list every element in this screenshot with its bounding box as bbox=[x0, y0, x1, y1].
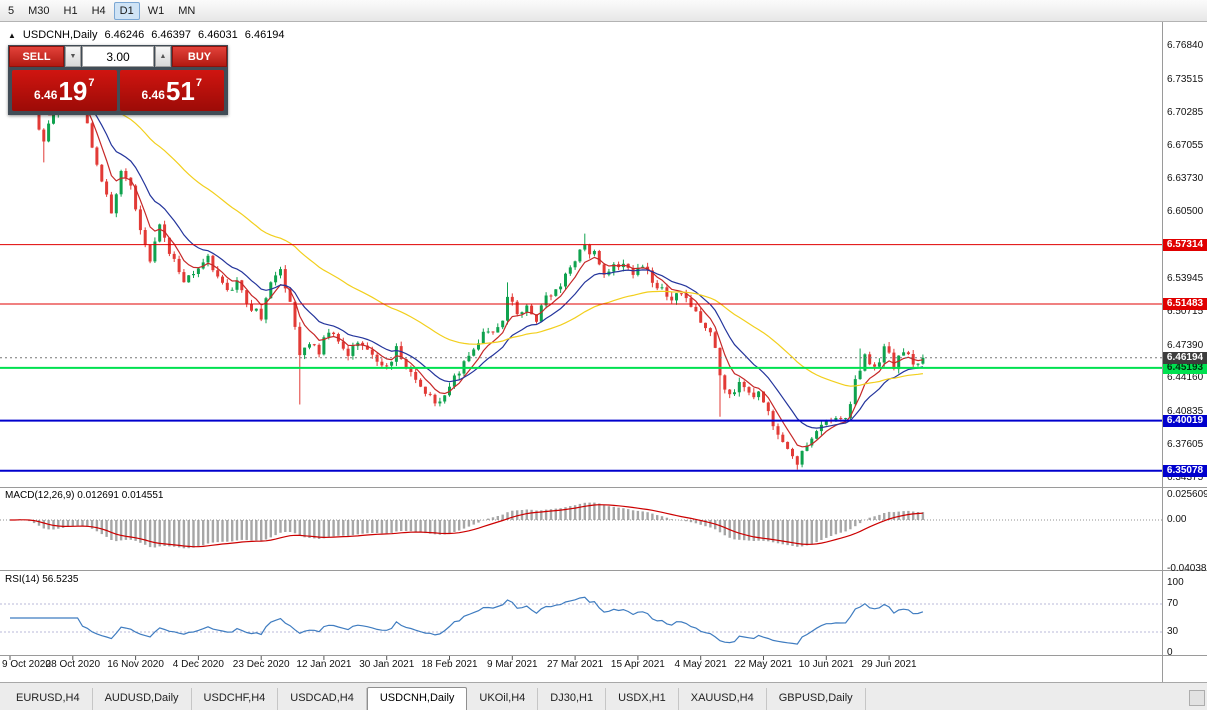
sell-price-big: 19 bbox=[58, 75, 88, 106]
ma-line-14 bbox=[9, 69, 924, 429]
buy-price-base: 6.46 bbox=[141, 87, 165, 102]
resize-grip[interactable] bbox=[1189, 690, 1205, 706]
volume-input[interactable] bbox=[82, 46, 154, 67]
ohlc-close: 6.46194 bbox=[244, 29, 285, 41]
chart-tab-audusd-daily[interactable]: AUDUSD,Daily bbox=[93, 688, 192, 710]
chart-tab-usdx-h1[interactable]: USDX,H1 bbox=[606, 688, 679, 710]
buy-price-sup: 7 bbox=[195, 77, 202, 89]
candlestick-series bbox=[8, 59, 925, 470]
chart-ohlc-header: ▲ USDCNH,Daily 6.46246 6.46397 6.46031 6… bbox=[8, 29, 285, 41]
rsi-line bbox=[10, 596, 924, 645]
chart-tab-usdcnh-daily[interactable]: USDCNH,Daily bbox=[366, 687, 468, 710]
chart-tab-usdchf-h4[interactable]: USDCHF,H4 bbox=[192, 688, 279, 710]
trade-controls-row: SELL ▼ ▲ BUY bbox=[9, 46, 227, 67]
volume-increase-button[interactable]: ▲ bbox=[155, 46, 171, 67]
buy-price-display[interactable]: 6.46 51 7 bbox=[119, 70, 224, 111]
timeframe-button-5[interactable]: 5 bbox=[8, 4, 15, 17]
buy-price-big: 51 bbox=[165, 75, 195, 106]
chart-tab-dj30-h1[interactable]: DJ30,H1 bbox=[538, 688, 607, 710]
trade-price-row: 6.46 19 7 6.46 51 7 bbox=[9, 67, 227, 114]
chart-tab-bar: EURUSD,H4 AUDUSD,Daily USDCHF,H4 USDCAD,H4 U… bbox=[0, 682, 1207, 710]
ohlc-low: 6.46031 bbox=[198, 29, 238, 41]
chart-tab-ukoil-h4[interactable]: UKOil,H4 bbox=[467, 688, 539, 710]
timeframe-button-h4[interactable]: H4 bbox=[91, 4, 106, 17]
sell-button[interactable]: SELL bbox=[9, 46, 64, 67]
timeframe-toolbar: 5 M30 H1 H4 D1 W1 MN bbox=[0, 0, 1207, 22]
chart-tab-eurusd-h4[interactable]: EURUSD,H4 bbox=[4, 688, 93, 710]
buy-button[interactable]: BUY bbox=[172, 46, 227, 67]
macd-header: MACD(12,26,9) 0.012691 0.014551 bbox=[5, 490, 164, 501]
volume-decrease-button[interactable]: ▼ bbox=[65, 46, 81, 67]
timeframe-button-d1[interactable]: D1 bbox=[113, 1, 140, 20]
chart-tab-xauusd-h4[interactable]: XAUUSD,H4 bbox=[679, 688, 767, 710]
macd-histogram bbox=[13, 502, 925, 549]
chart-tab-gbpusd-daily[interactable]: GBPUSD,Daily bbox=[767, 688, 866, 710]
chart-tabs: EURUSD,H4 AUDUSD,Daily USDCHF,H4 USDCAD,H4 U… bbox=[0, 683, 1207, 710]
timeframe-button-w1[interactable]: W1 bbox=[147, 4, 165, 17]
one-click-trading-panel: SELL ▼ ▲ BUY 6.46 19 7 6.46 51 7 bbox=[8, 45, 228, 115]
sell-price-base: 6.46 bbox=[34, 87, 58, 102]
ohlc-high: 6.46397 bbox=[151, 29, 192, 41]
ma-line-6 bbox=[9, 67, 923, 448]
timeframe-button-h1[interactable]: H1 bbox=[63, 4, 78, 17]
symbol-period-label: USDCNH,Daily bbox=[22, 29, 98, 41]
ma-line-45 bbox=[9, 71, 923, 387]
timeframe-button-m30[interactable]: M30 bbox=[28, 4, 50, 17]
macd-signal-line bbox=[10, 504, 923, 548]
ohlc-open: 6.46246 bbox=[104, 29, 145, 41]
sell-price-sup: 7 bbox=[88, 77, 95, 89]
chart-tab-usdcad-h4[interactable]: USDCAD,H4 bbox=[278, 688, 367, 710]
sell-price-display[interactable]: 6.46 19 7 bbox=[12, 70, 117, 111]
timeframe-button-mn[interactable]: MN bbox=[178, 4, 196, 17]
rsi-header: RSI(14) 56.5235 bbox=[5, 574, 79, 585]
one-click-panel-toggle-icon[interactable]: ▲ bbox=[8, 30, 16, 40]
